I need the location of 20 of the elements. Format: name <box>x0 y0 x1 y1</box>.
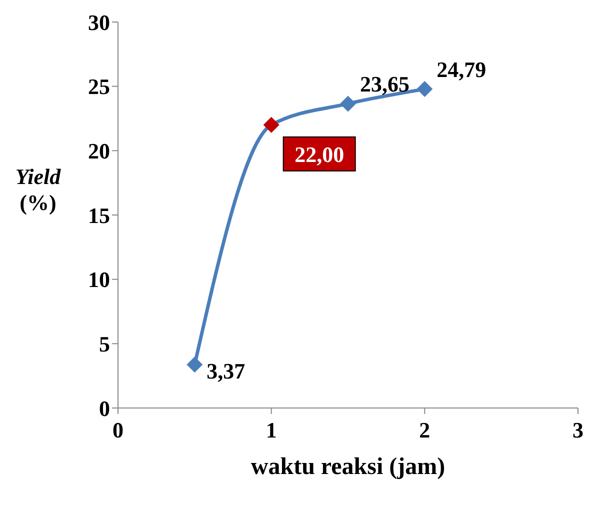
data-label: 22,00 <box>294 142 344 167</box>
point <box>186 356 203 373</box>
y-axis-title: Yield (%) <box>15 164 62 216</box>
y-tick-label: 0 <box>99 396 110 421</box>
point <box>416 81 433 98</box>
point <box>340 96 356 112</box>
y-tick-label: 25 <box>88 74 110 100</box>
x-tick-label: 2 <box>419 418 430 443</box>
y-tick-label: 15 <box>88 202 110 228</box>
x-tick-label: 3 <box>572 418 584 443</box>
y-tick-label: 30 <box>88 10 110 35</box>
y-tick-label: 20 <box>88 138 110 164</box>
x-axis-title: waktu reaksi (jam) <box>250 454 446 480</box>
point <box>263 116 280 133</box>
data-label: 23,65 <box>360 72 410 97</box>
data-label: 24,79 <box>436 57 486 82</box>
x-tick-label: 1 <box>266 418 277 443</box>
y-tick-label: 5 <box>99 331 110 356</box>
y-tick-label: 10 <box>88 267 110 292</box>
data-label: 3,37 <box>206 358 246 384</box>
